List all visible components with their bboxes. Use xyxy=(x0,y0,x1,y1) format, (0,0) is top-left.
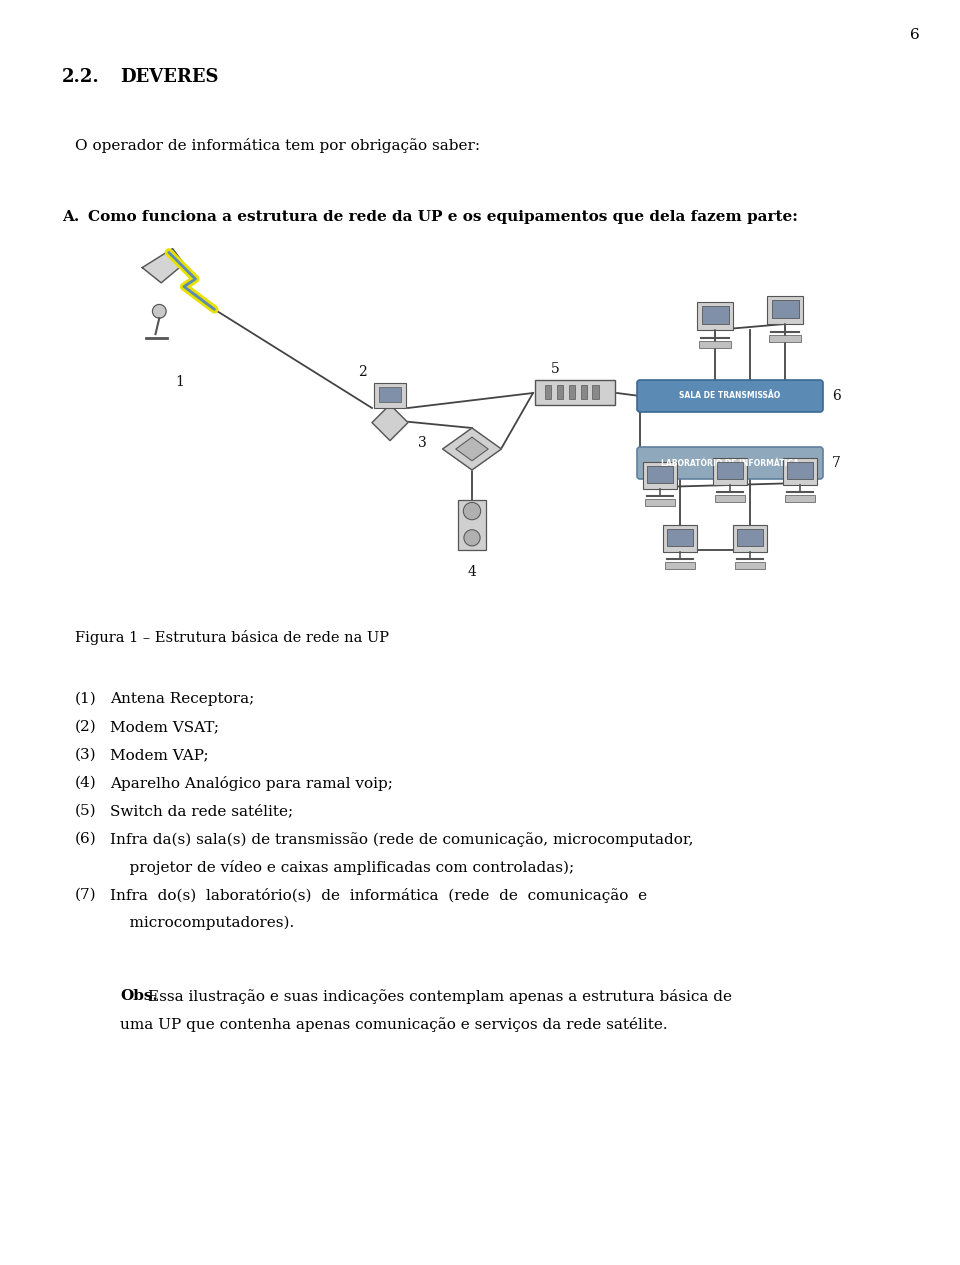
Text: 6: 6 xyxy=(832,390,841,404)
Text: (2): (2) xyxy=(75,720,97,734)
Text: 7: 7 xyxy=(832,455,841,471)
Polygon shape xyxy=(443,428,501,471)
Bar xyxy=(772,300,799,319)
Circle shape xyxy=(464,502,481,520)
Bar xyxy=(702,306,729,324)
Text: DEVERES: DEVERES xyxy=(120,68,219,86)
Polygon shape xyxy=(142,249,184,283)
Text: Infra da(s) sala(s) de transmissão (rede de comunicação, microcomputador,: Infra da(s) sala(s) de transmissão (rede… xyxy=(110,832,693,846)
Polygon shape xyxy=(456,438,489,460)
Bar xyxy=(663,525,697,552)
Text: Figura 1 – Estrutura básica de rede na UP: Figura 1 – Estrutura básica de rede na U… xyxy=(75,630,389,645)
FancyBboxPatch shape xyxy=(637,380,823,412)
Bar xyxy=(732,525,767,552)
Bar xyxy=(378,387,401,402)
Text: Antena Receptora;: Antena Receptora; xyxy=(110,692,254,706)
Text: microcomputadores).: microcomputadores). xyxy=(110,916,295,930)
Text: 3: 3 xyxy=(418,436,426,450)
Circle shape xyxy=(464,530,480,546)
Text: Essa ilustração e suas indicações contemplam apenas a estrutura básica de: Essa ilustração e suas indicações contem… xyxy=(148,989,732,1004)
Bar xyxy=(717,462,743,479)
Text: SALA DE TRANSMISSÃO: SALA DE TRANSMISSÃO xyxy=(680,391,780,401)
Bar xyxy=(557,385,564,398)
Text: Obs.: Obs. xyxy=(120,989,157,1003)
Text: Como funciona a estrutura de rede da UP e os equipamentos que dela fazem parte:: Como funciona a estrutura de rede da UP … xyxy=(88,210,798,224)
Text: (4): (4) xyxy=(75,775,97,791)
Circle shape xyxy=(153,305,166,318)
Text: Switch da rede satélite;: Switch da rede satélite; xyxy=(110,805,293,818)
Bar xyxy=(715,495,745,502)
Text: 5: 5 xyxy=(551,362,560,376)
Bar xyxy=(667,529,693,546)
Bar xyxy=(769,335,801,342)
Text: (1): (1) xyxy=(75,692,97,706)
Bar xyxy=(699,342,731,348)
Text: A.: A. xyxy=(62,210,80,224)
Text: Modem VAP;: Modem VAP; xyxy=(110,748,208,762)
Text: (3): (3) xyxy=(75,748,97,762)
Text: (5): (5) xyxy=(75,805,97,818)
Bar xyxy=(737,529,763,546)
Text: (6): (6) xyxy=(75,832,97,846)
FancyBboxPatch shape xyxy=(637,447,823,479)
Text: Aparelho Analógico para ramal voip;: Aparelho Analógico para ramal voip; xyxy=(110,775,393,791)
Polygon shape xyxy=(372,405,408,440)
Text: Modem VSAT;: Modem VSAT; xyxy=(110,720,219,734)
Text: uma UP que contenha apenas comunicação e serviços da rede satélite.: uma UP que contenha apenas comunicação e… xyxy=(120,1017,667,1032)
Text: Infra  do(s)  laboratório(s)  de  informática  (rede  de  comunicação  e: Infra do(s) laboratório(s) de informátic… xyxy=(110,888,647,903)
Text: projetor de vídeo e caixas amplificadas com controladas);: projetor de vídeo e caixas amplificadas … xyxy=(110,860,574,875)
Text: 2.2.: 2.2. xyxy=(62,68,100,86)
Bar xyxy=(697,302,733,330)
Text: LABORATÓRIO DE INFORMÁTICA: LABORATÓRIO DE INFORMÁTICA xyxy=(661,458,799,468)
Text: (7): (7) xyxy=(75,888,97,902)
Bar xyxy=(783,458,817,484)
Bar xyxy=(536,380,614,405)
Text: 1: 1 xyxy=(176,374,184,390)
Bar xyxy=(713,458,747,484)
Bar xyxy=(581,385,587,398)
Bar xyxy=(568,385,575,398)
Bar xyxy=(458,500,487,550)
Bar xyxy=(734,562,765,569)
Bar xyxy=(664,562,695,569)
Bar xyxy=(645,500,675,506)
Text: 4: 4 xyxy=(468,565,476,579)
Bar xyxy=(545,385,551,398)
Bar xyxy=(767,296,803,324)
Bar xyxy=(787,462,813,479)
Text: O operador de informática tem por obrigação saber:: O operador de informática tem por obriga… xyxy=(75,138,480,153)
Bar xyxy=(592,385,599,398)
Bar xyxy=(643,462,677,488)
Text: 6: 6 xyxy=(910,28,920,42)
Bar xyxy=(373,383,406,409)
Text: 2: 2 xyxy=(358,366,367,380)
Bar xyxy=(647,466,673,483)
Bar xyxy=(784,495,815,502)
